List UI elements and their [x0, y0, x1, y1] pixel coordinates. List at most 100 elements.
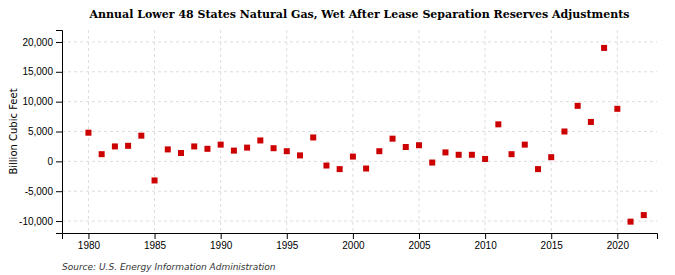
tick-label: 2000: [342, 240, 365, 251]
tick-label: -5,000: [25, 186, 54, 197]
tick: 1985: [144, 233, 167, 251]
tick-label: 1980: [78, 240, 101, 251]
tick-label: 2010: [474, 240, 497, 251]
axis-line: [63, 234, 658, 240]
grid-line: [62, 161, 657, 162]
point: [429, 160, 435, 166]
y-axis: -10,000 -5,000 0 5,000 10,000 15,000 20,000: [19, 31, 62, 234]
point: [641, 212, 647, 218]
point: [588, 119, 594, 125]
tick: -5,000: [25, 186, 62, 197]
point: [442, 149, 448, 155]
tick-label: 1990: [210, 240, 233, 251]
point: [469, 152, 475, 158]
tick: 0: [47, 156, 62, 167]
point: [456, 152, 462, 158]
y-axis-title: Billion Cubic Feet: [8, 88, 19, 174]
tick-label: 2005: [408, 240, 431, 251]
tick-mark: [617, 233, 618, 239]
point: [376, 148, 382, 154]
point: [165, 146, 171, 152]
point: [99, 151, 105, 157]
point: [363, 166, 369, 172]
point: [85, 130, 91, 136]
point: [601, 45, 607, 51]
point: [350, 154, 356, 160]
point: [297, 152, 303, 158]
tick: 5,000: [28, 126, 62, 137]
point: [204, 146, 210, 152]
grid-line: [62, 41, 657, 42]
point: [191, 143, 197, 149]
tick-mark: [56, 161, 62, 162]
point: [509, 151, 515, 157]
chart: 1980 1985 1990 1995 2000 2005 2010 2015 2020 -10,…: [0, 0, 675, 275]
tick: 2015: [541, 233, 564, 251]
point: [125, 143, 131, 149]
tick-label: 0: [47, 156, 53, 167]
point: [323, 163, 329, 169]
tick: 10,000: [22, 96, 62, 107]
point: [403, 144, 409, 150]
point: [482, 156, 488, 162]
tick-mark: [56, 132, 62, 133]
tick-mark: [56, 72, 62, 73]
grid-line: [62, 191, 657, 192]
tick-label: 2015: [541, 240, 564, 251]
tick: 2020: [607, 233, 630, 251]
tick-mark: [56, 102, 62, 103]
tick-mark: [56, 221, 62, 222]
plot-area: 1980 1985 1990 1995 2000 2005 2010 2015 2020 -10,…: [19, 30, 657, 251]
point: [628, 219, 634, 225]
point: [271, 145, 277, 151]
tick: 2010: [474, 233, 497, 251]
tick-mark: [419, 233, 420, 239]
axis-line: [56, 31, 63, 234]
grid-line: [62, 71, 657, 72]
point: [614, 106, 620, 112]
tick-mark: [56, 191, 62, 192]
tick-mark: [485, 233, 486, 239]
tick: 15,000: [22, 66, 62, 77]
point: [548, 154, 554, 160]
point: [112, 143, 118, 149]
tick-label: 10,000: [22, 96, 53, 107]
point: [575, 103, 581, 109]
point: [535, 166, 541, 172]
tick: 2005: [408, 233, 431, 251]
tick-label: 5,000: [28, 126, 53, 137]
point: [310, 134, 316, 140]
tick: -10,000: [19, 216, 62, 227]
point: [257, 137, 263, 143]
point: [416, 142, 422, 148]
point: [390, 136, 396, 142]
tick: 20,000: [22, 37, 62, 48]
x-axis: 1980 1985 1990 1995 2000 2005 2010 2015 2020: [63, 233, 658, 251]
source: Source: U.S. Energy Information Administ…: [62, 262, 276, 272]
tick-label: 15,000: [22, 66, 53, 77]
title: Annual Lower 48 States Natural Gas, Wet …: [89, 8, 630, 21]
point: [522, 142, 528, 148]
grid: [62, 30, 657, 233]
tick: 2000: [342, 233, 365, 251]
tick-mark: [88, 233, 89, 239]
point: [231, 148, 237, 154]
points: [85, 45, 646, 225]
tick-label: 20,000: [22, 37, 53, 48]
grid-line: [62, 221, 657, 222]
point: [218, 142, 224, 148]
tick-mark: [221, 233, 222, 239]
point: [178, 150, 184, 156]
tick: 1980: [78, 233, 101, 251]
point: [561, 129, 567, 135]
tick-label: -10,000: [19, 216, 53, 227]
point: [138, 133, 144, 139]
tick-label: 1995: [276, 240, 299, 251]
tick-mark: [287, 233, 288, 239]
tick-mark: [353, 233, 354, 239]
point: [284, 148, 290, 154]
point: [244, 145, 250, 151]
grid-line: [62, 131, 657, 132]
tick: 1990: [210, 233, 233, 251]
tick-label: 2020: [607, 240, 630, 251]
